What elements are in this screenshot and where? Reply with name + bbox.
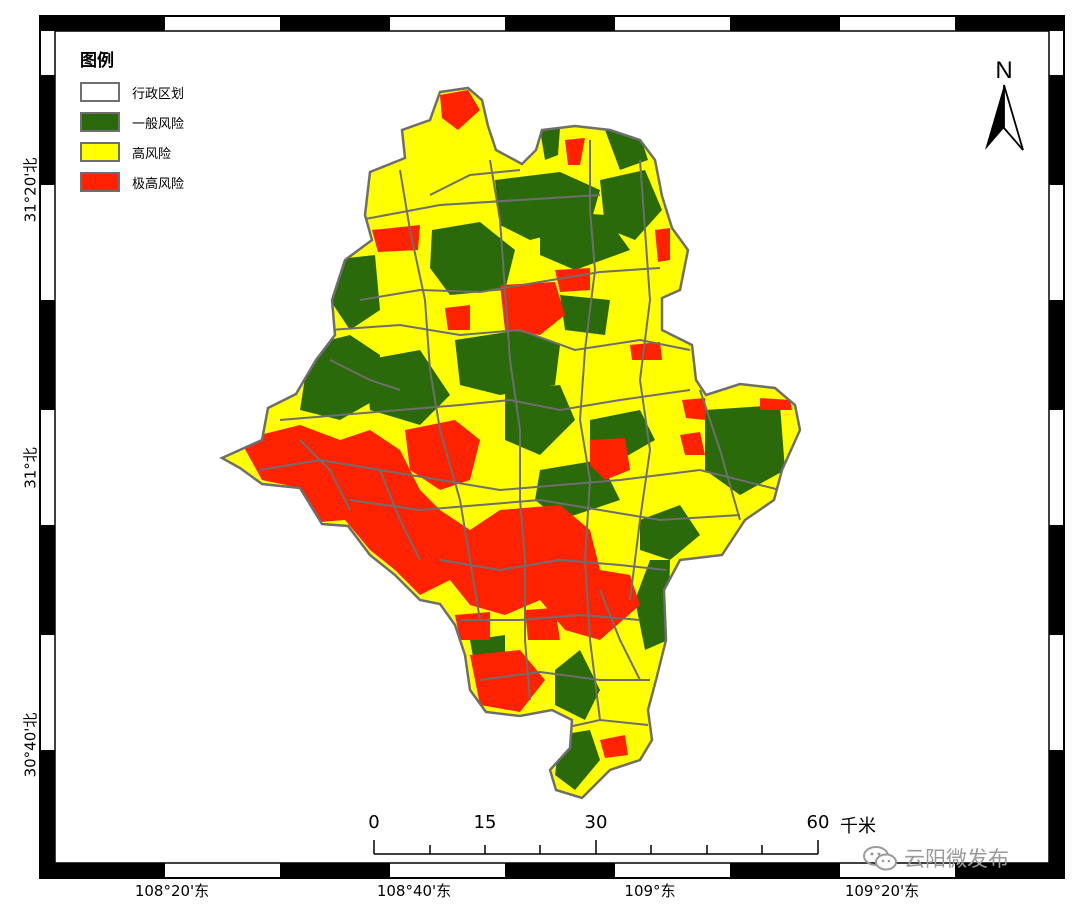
legend-title: 图例 (80, 51, 114, 71)
legend-swatch-low-risk (80, 112, 120, 132)
legend-item-low-risk: 一般风险 (80, 107, 184, 137)
map-legend: 图例 行政区划 一般风险 高风险 极高风险 (80, 46, 184, 197)
wechat-icon (863, 846, 897, 871)
legend-item-high-risk: 高风险 (80, 137, 184, 167)
longitude-tick: 108°40'东 (376, 882, 452, 900)
latitude-tick: 31°北 (21, 447, 40, 489)
legend-item-very-high-risk: 极高风险 (80, 167, 184, 197)
very-high-risk-areas (240, 90, 792, 758)
north-arrow (985, 84, 1024, 151)
latitude-tick: 31°20'北 (21, 157, 40, 223)
legend-swatch-high-risk (80, 142, 120, 162)
legend-label: 极高风险 (132, 176, 185, 192)
legend-swatch-very-high-risk (80, 172, 120, 192)
scale-bar (373, 840, 819, 855)
scale-label: 30 (584, 812, 608, 833)
north-arrow-label: N (995, 57, 1012, 84)
legend-label: 高风险 (132, 146, 172, 162)
longitude-tick: 109°东 (624, 882, 676, 900)
legend-label: 行政区划 (132, 86, 185, 102)
legend-label: 一般风险 (132, 116, 185, 132)
legend-item-admin: 行政区划 (80, 77, 184, 107)
scale-label: 0 (368, 812, 380, 833)
legend-swatch-admin (80, 82, 120, 102)
latitude-tick: 30°40'北 (21, 712, 40, 778)
scale-unit: 千米 (840, 816, 876, 837)
longitude-tick: 108°20'东 (134, 882, 210, 900)
scale-label: 60 (806, 812, 830, 833)
scale-label: 15 (473, 812, 497, 833)
watermark-text: 云阳微发布 (904, 847, 1009, 871)
watermark: 云阳微发布 (862, 843, 1009, 873)
longitude-tick: 109°20'东 (844, 882, 920, 900)
township-boundaries (259, 140, 781, 731)
low-risk-areas (300, 128, 785, 790)
